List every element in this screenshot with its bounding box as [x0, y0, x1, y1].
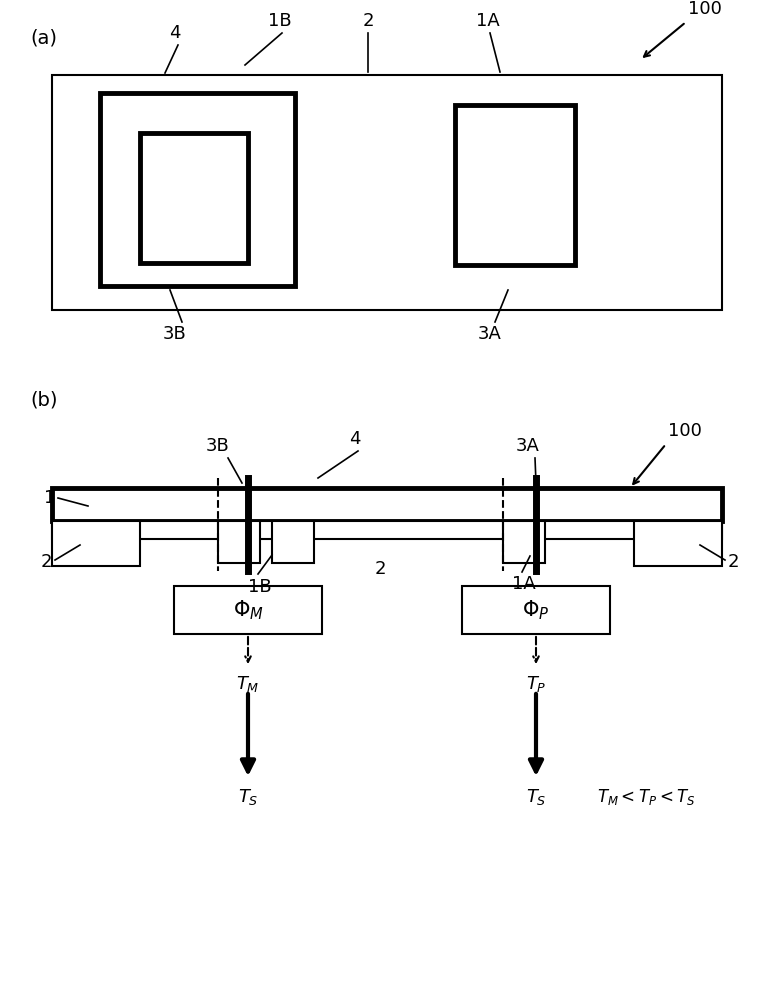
Text: (b): (b): [30, 390, 57, 409]
Text: 100: 100: [668, 422, 702, 440]
Text: $T_M$: $T_M$: [236, 674, 260, 694]
Text: 3A: 3A: [478, 325, 502, 343]
Text: 4: 4: [349, 430, 361, 448]
Text: $T_P$: $T_P$: [526, 674, 546, 694]
Bar: [52, 521, 140, 566]
Text: 3B: 3B: [163, 325, 187, 343]
Text: 1: 1: [43, 489, 55, 507]
Text: 3B: 3B: [206, 437, 230, 455]
Bar: [634, 521, 722, 566]
Text: 1A: 1A: [512, 575, 536, 593]
Bar: [100, 93, 295, 286]
Bar: [455, 105, 575, 265]
Bar: [174, 586, 322, 634]
Bar: [52, 521, 722, 539]
Text: 4: 4: [170, 24, 181, 42]
Text: (a): (a): [30, 28, 57, 47]
Bar: [140, 133, 248, 263]
Text: 2: 2: [728, 553, 739, 571]
Text: 1B: 1B: [268, 12, 292, 30]
Text: 1A: 1A: [476, 12, 500, 30]
Text: 2: 2: [40, 553, 52, 571]
Text: $T_S$: $T_S$: [526, 787, 546, 807]
Bar: [52, 488, 722, 521]
Text: 3A: 3A: [516, 437, 540, 455]
Bar: [462, 586, 610, 634]
Bar: [503, 521, 545, 563]
Text: $T_S$: $T_S$: [238, 787, 259, 807]
Text: 100: 100: [688, 0, 722, 18]
Text: $\Phi_P$: $\Phi_P$: [522, 598, 550, 622]
Text: $T_M < T_P < T_S$: $T_M < T_P < T_S$: [597, 787, 695, 807]
Text: 1B: 1B: [248, 578, 272, 596]
Bar: [218, 521, 260, 563]
Bar: [272, 521, 314, 563]
Text: $\Phi_M$: $\Phi_M$: [232, 598, 263, 622]
Bar: [52, 75, 722, 310]
Text: 2: 2: [362, 12, 374, 30]
Text: 2: 2: [375, 560, 385, 578]
